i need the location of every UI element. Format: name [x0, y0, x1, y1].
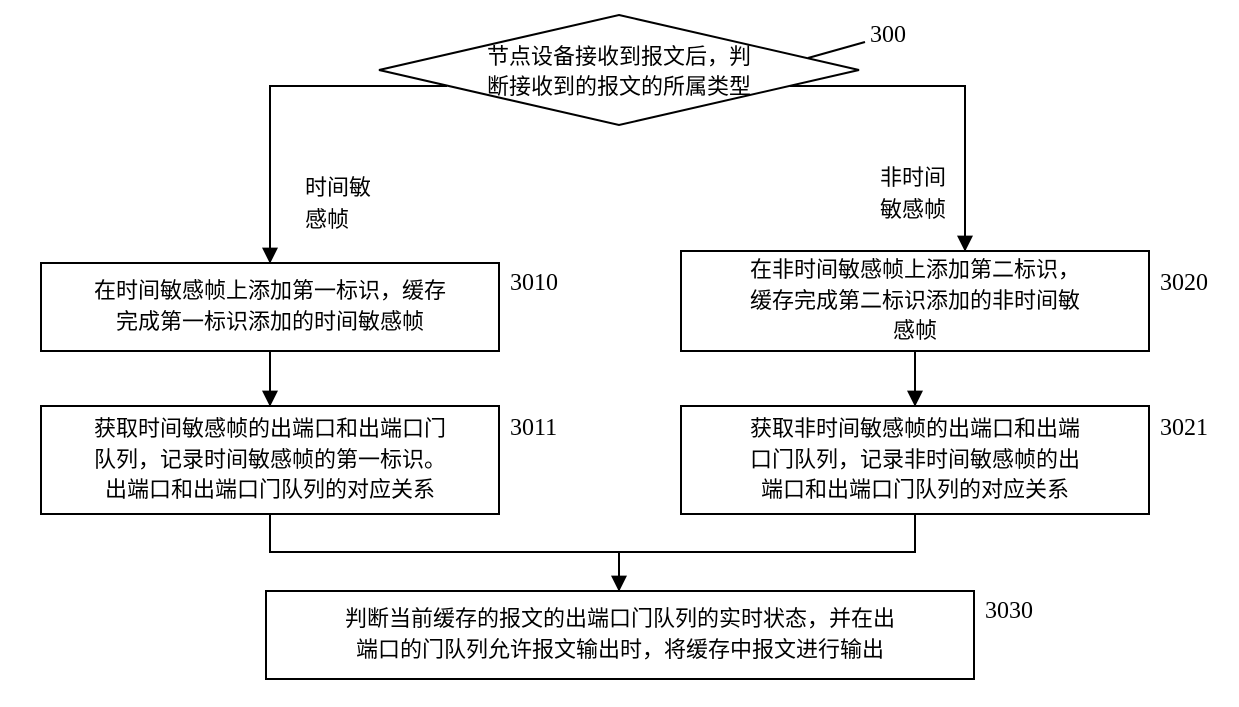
label-3021: 3021: [1160, 415, 1208, 442]
edge-left-label: 时间敏 感帧: [305, 170, 371, 234]
label-3020: 3020: [1160, 270, 1208, 297]
box-3010: 在时间敏感帧上添加第一标识，缓存 完成第一标识添加的时间敏感帧: [40, 262, 500, 352]
box-3020: 在非时间敏感帧上添加第二标识， 缓存完成第二标识添加的非时间敏 感帧: [680, 250, 1150, 352]
label-3011: 3011: [510, 415, 557, 442]
edge-right-label: 非时间 敏感帧: [880, 160, 946, 224]
label-300: 300: [870, 22, 906, 49]
label-3030: 3030: [985, 598, 1033, 625]
box-3030: 判断当前缓存的报文的出端口门队列的实时状态，并在出 端口的门队列允许报文输出时，…: [265, 590, 975, 680]
box-3011: 获取时间敏感帧的出端口和出端口门 队列，记录时间敏感帧的第一标识。 出端口和出端…: [40, 405, 500, 515]
decision-text: 节点设备接收到报文后，判 断接收到的报文的所属类型: [479, 42, 759, 101]
label-3010: 3010: [510, 270, 558, 297]
box-3021: 获取非时间敏感帧的出端口和出端 口门队列，记录非时间敏感帧的出 端口和出端口门队…: [680, 405, 1150, 515]
